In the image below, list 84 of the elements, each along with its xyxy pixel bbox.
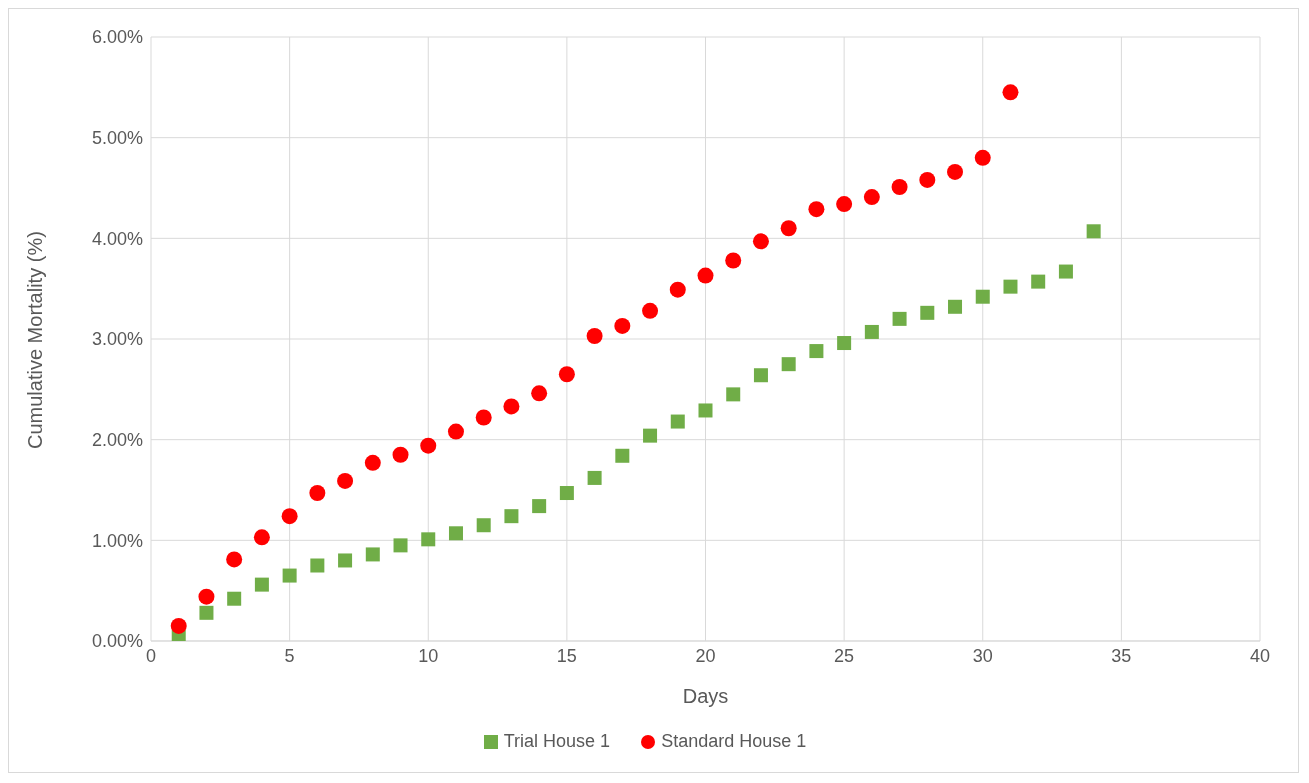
point: [448, 526, 463, 541]
point: [587, 470, 602, 485]
point: [420, 437, 437, 454]
point: [227, 591, 242, 606]
point: [254, 577, 269, 592]
point: [863, 189, 880, 206]
point: [337, 472, 354, 489]
point: [281, 508, 298, 525]
point: [726, 387, 741, 402]
point: [836, 196, 853, 213]
point: [586, 327, 603, 344]
point: [503, 398, 520, 415]
x-tick-label: 0: [145, 645, 157, 666]
point: [226, 551, 243, 568]
point: [421, 532, 436, 547]
point: [670, 414, 685, 429]
point: [864, 324, 879, 339]
point: [447, 423, 464, 440]
point: [753, 368, 768, 383]
point: [615, 448, 630, 463]
y-axis-title: Cumulative Mortality (%): [24, 231, 47, 449]
point: [1058, 264, 1073, 279]
point: [475, 409, 492, 426]
y-tick-label: 2.00%: [91, 430, 143, 451]
point: [504, 509, 519, 524]
point: [752, 233, 769, 250]
x-tick-label: 15: [556, 645, 577, 666]
x-tick-label: 10: [418, 645, 439, 666]
point: [697, 267, 714, 284]
point: [253, 529, 270, 546]
point: [310, 558, 325, 573]
point: [1003, 279, 1018, 294]
point: [1086, 224, 1101, 239]
point: [338, 553, 353, 568]
point: [837, 336, 852, 351]
x-tick-label: 5: [284, 645, 295, 666]
x-axis-title: Days: [682, 685, 729, 707]
x-tick-label: 30: [972, 645, 993, 666]
x-tick-label: 40: [1249, 645, 1271, 666]
point: [309, 485, 326, 502]
x-tick-label: 25: [834, 645, 855, 666]
point: [393, 538, 408, 553]
point: [1002, 84, 1019, 101]
y-tick-label: 0.00%: [91, 631, 143, 652]
legend-label: Standard House 1: [660, 731, 807, 752]
y-tick-label: 6.00%: [91, 27, 143, 48]
point: [531, 385, 548, 402]
point: [532, 499, 547, 514]
y-tick-label: 3.00%: [91, 329, 143, 350]
point: [698, 403, 713, 418]
point: [365, 547, 380, 562]
point: [974, 149, 991, 166]
point: [892, 311, 907, 326]
point: [809, 344, 824, 359]
point: [198, 588, 215, 605]
point: [199, 605, 214, 620]
point: [780, 220, 797, 237]
point: [476, 518, 491, 533]
point: [919, 171, 936, 188]
point: [948, 299, 963, 314]
x-tick-label: 20: [695, 645, 716, 666]
y-tick-label: 5.00%: [91, 128, 143, 149]
legend-label: Trial House 1: [502, 731, 611, 752]
point: [614, 317, 631, 334]
point: [364, 454, 381, 471]
point: [392, 446, 409, 463]
point: [975, 289, 990, 304]
point: [891, 178, 908, 195]
y-tick-label: 1.00%: [91, 530, 143, 551]
x-tick-label: 35: [1111, 645, 1132, 666]
point: [643, 428, 658, 443]
point: [282, 568, 297, 583]
point: [559, 486, 574, 501]
point: [947, 163, 964, 180]
point: [1031, 274, 1046, 289]
point: [669, 281, 686, 298]
point: [781, 357, 796, 372]
point: [920, 305, 935, 320]
point: [642, 302, 659, 319]
point: [725, 252, 742, 269]
point: [808, 201, 825, 218]
point: [170, 617, 187, 634]
y-tick-label: 4.00%: [91, 228, 143, 249]
point: [558, 366, 575, 383]
